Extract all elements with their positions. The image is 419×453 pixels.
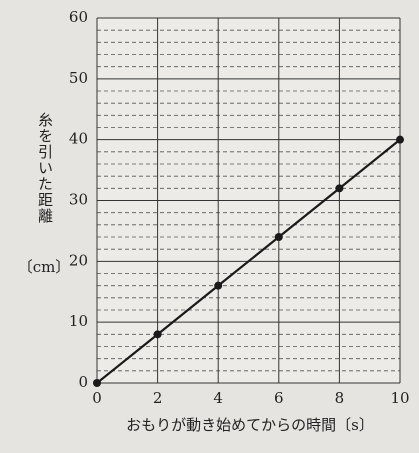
data-point xyxy=(214,281,223,290)
x-tick-label: 6 xyxy=(274,389,284,407)
x-tick-label: 2 xyxy=(153,389,163,407)
y-tick-label: 50 xyxy=(69,69,88,87)
y-axis-label: 糸を引いた距離 xyxy=(36,112,54,224)
data-point xyxy=(93,379,101,387)
x-axis-label: おもりが動き始めてからの時間〔s〕 xyxy=(126,416,374,434)
x-tick-label: 0 xyxy=(92,389,102,407)
y-tick-label: 30 xyxy=(69,191,88,209)
data-point xyxy=(274,233,283,241)
y-tick-label: 10 xyxy=(69,312,88,330)
y-axis-unit: 〔cm〕 xyxy=(18,258,71,276)
data-point xyxy=(396,135,404,144)
y-tick-label: 40 xyxy=(69,130,88,148)
x-tick-label: 4 xyxy=(213,389,223,407)
y-tick-label: 60 xyxy=(69,8,88,26)
y-tick-label: 0 xyxy=(78,373,88,391)
data-line xyxy=(96,138,401,384)
x-tick-label: 8 xyxy=(335,389,345,407)
y-tick-label: 20 xyxy=(69,251,88,269)
x-tick-label: 10 xyxy=(390,389,409,407)
data-point xyxy=(153,330,162,339)
data-point xyxy=(335,184,344,193)
